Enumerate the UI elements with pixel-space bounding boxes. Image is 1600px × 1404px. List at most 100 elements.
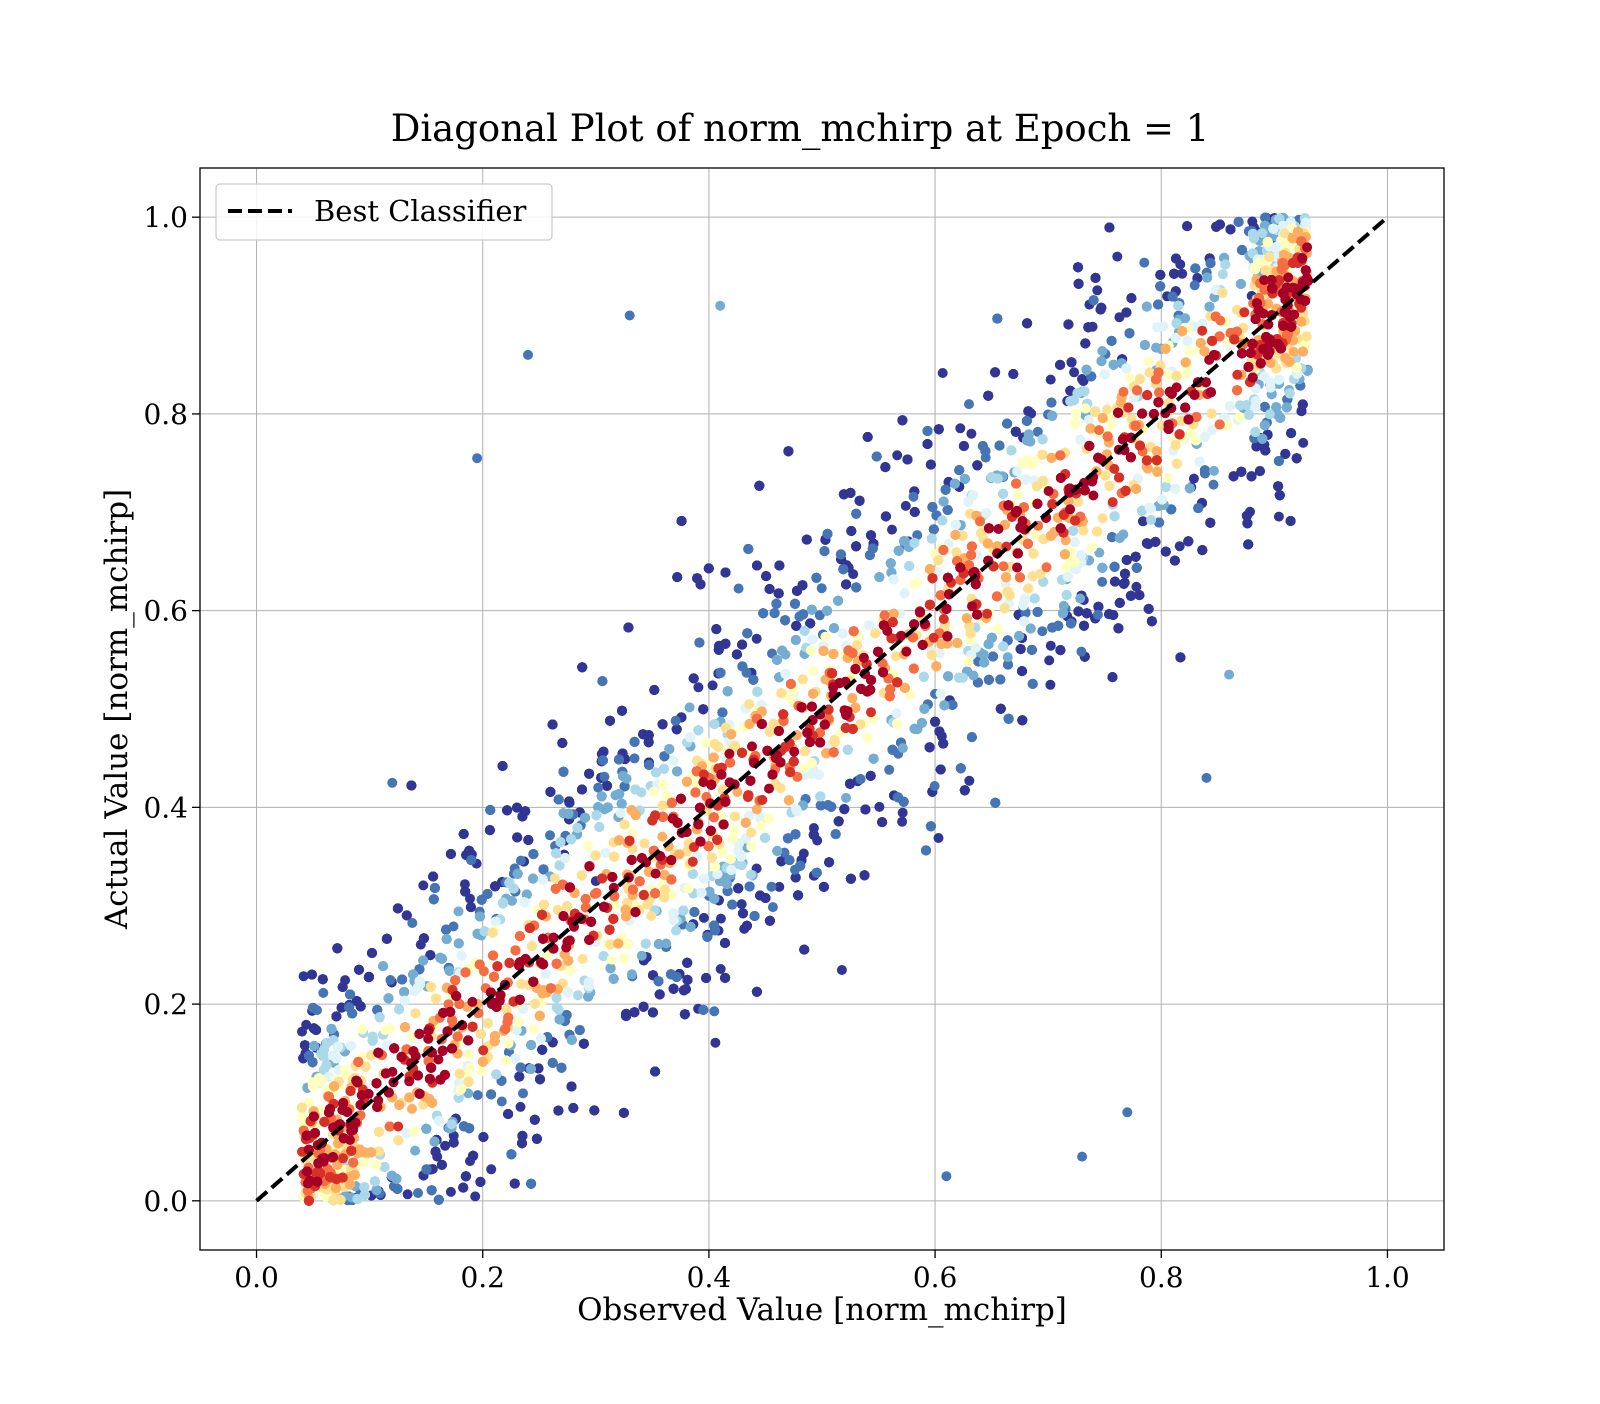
- scatter-point: [367, 948, 377, 958]
- scatter-point: [356, 1001, 366, 1011]
- scatter-point: [866, 530, 876, 540]
- scatter-point: [518, 1088, 528, 1098]
- scatter-point: [502, 805, 512, 815]
- scatter-point: [557, 1063, 567, 1073]
- scatter-point: [548, 720, 558, 730]
- scatter-point: [498, 899, 508, 909]
- scatter-point: [1275, 490, 1285, 500]
- scatter-point: [898, 808, 908, 818]
- scatter-point: [478, 1132, 488, 1142]
- scatter-point: [1153, 300, 1163, 310]
- scatter-point: [506, 1149, 516, 1159]
- scatter-point: [1093, 610, 1103, 620]
- scatter-point: [750, 911, 760, 921]
- scatter-point: [454, 906, 464, 916]
- scatter-point: [580, 813, 590, 823]
- scatter-point: [419, 933, 429, 943]
- scatter-point: [1144, 604, 1154, 614]
- scatter-point: [937, 516, 947, 526]
- scatter-point: [1113, 623, 1123, 633]
- scatter-point: [1017, 666, 1027, 676]
- scatter-point: [1097, 346, 1107, 356]
- scatter-point: [559, 767, 569, 777]
- scatter-point: [513, 869, 523, 879]
- scatter-point: [1067, 357, 1077, 367]
- scatter-point: [993, 474, 1003, 484]
- scatter-point: [430, 883, 440, 893]
- scatter-point: [368, 1032, 378, 1042]
- scatter-point: [838, 564, 848, 574]
- scatter-point: [910, 724, 920, 734]
- scatter-point: [823, 800, 833, 810]
- scatter-point: [553, 1106, 563, 1116]
- scatter-point: [510, 1053, 520, 1063]
- scatter-point: [486, 1164, 496, 1174]
- scatter-point: [765, 916, 775, 926]
- scatter-point: [1038, 434, 1048, 444]
- scatter-point: [392, 1184, 402, 1194]
- scatter-point: [1096, 303, 1106, 313]
- scatter-point: [863, 432, 873, 442]
- scatter-point: [765, 584, 775, 594]
- scatter-point: [1080, 338, 1090, 348]
- scatter-point: [831, 829, 841, 839]
- scatter-point: [623, 623, 633, 633]
- scatter-point: [523, 350, 533, 360]
- scatter-point: [671, 716, 681, 726]
- scatter-point: [1055, 360, 1065, 370]
- scatter-point: [966, 429, 976, 439]
- scatter-point: [1030, 594, 1040, 604]
- scatter-point: [923, 439, 933, 449]
- scatter-point: [1202, 273, 1212, 283]
- scatter-point: [498, 761, 508, 771]
- scatter-point: [1275, 413, 1285, 423]
- scatter-point: [1297, 406, 1307, 416]
- scatter-point: [761, 893, 771, 903]
- scatter-point: [1076, 647, 1086, 657]
- scatter-point: [893, 792, 903, 802]
- scatter-point: [678, 906, 688, 916]
- scatter-point: [318, 988, 328, 998]
- scatter-point: [460, 887, 470, 897]
- scatter-point: [622, 774, 632, 784]
- scatter-point: [430, 1137, 440, 1147]
- scatter-point: [485, 825, 495, 835]
- scatter-point: [939, 497, 949, 507]
- scatter-point: [520, 806, 530, 816]
- scatter-point: [659, 764, 669, 774]
- scatter-point: [926, 821, 936, 831]
- scatter-point: [598, 755, 608, 765]
- scatter-point: [606, 963, 616, 973]
- scatter-point: [332, 943, 342, 953]
- scatter-point: [1170, 556, 1180, 566]
- scatter-point: [507, 896, 517, 906]
- scatter-point: [723, 686, 733, 696]
- scatter-point: [1205, 302, 1215, 312]
- scatter-point: [1139, 258, 1149, 268]
- scatter-point: [841, 579, 851, 589]
- scatter-point: [566, 834, 576, 844]
- scatter-point: [990, 798, 1000, 808]
- scatter-point: [1236, 467, 1246, 477]
- scatter-point: [644, 737, 654, 747]
- scatter-point: [790, 599, 800, 609]
- scatter-point: [845, 779, 855, 789]
- scatter-point: [1226, 224, 1236, 234]
- scatter-point: [742, 921, 752, 931]
- scatter-point: [382, 934, 392, 944]
- scatter-point: [545, 787, 555, 797]
- scatter-point: [866, 771, 876, 781]
- scatter-point: [685, 702, 695, 712]
- scatter-point: [605, 716, 615, 726]
- scatter-point: [1131, 582, 1141, 592]
- scatter-point: [716, 668, 726, 678]
- scatter-point: [387, 1171, 397, 1181]
- scatter-point: [406, 781, 416, 791]
- scatter-point: [898, 743, 908, 753]
- scatter-point: [1073, 262, 1083, 272]
- scatter-point: [795, 612, 805, 622]
- scatter-point: [370, 1176, 380, 1186]
- scatter-point: [427, 1185, 437, 1195]
- scatter-point: [874, 572, 884, 582]
